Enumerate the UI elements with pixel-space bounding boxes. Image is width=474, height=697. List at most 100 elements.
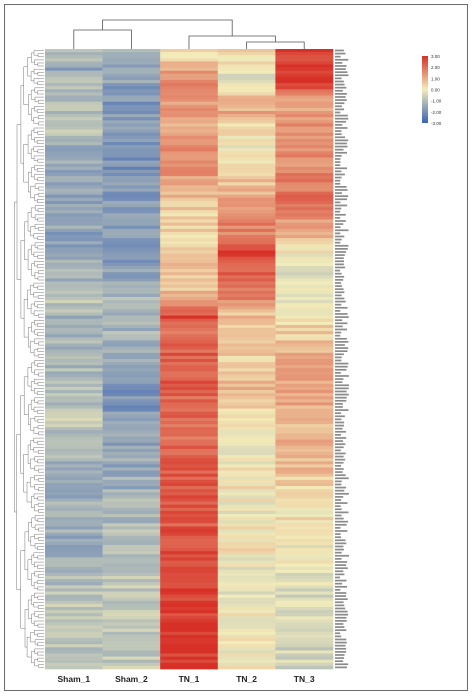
heatmap-cell	[45, 616, 103, 620]
heatmap-cell	[275, 235, 334, 239]
heatmap-cell	[160, 622, 219, 626]
heatmap-cell	[160, 83, 219, 87]
heatmap-cell	[160, 107, 219, 112]
heatmap-cell	[160, 610, 219, 614]
heatmap-cell	[160, 256, 219, 261]
heatmap-cell	[217, 166, 276, 171]
heatmap-cell	[45, 551, 103, 555]
heatmap-cell	[102, 352, 161, 357]
heatmap-cell	[217, 644, 276, 648]
heatmap-cell	[45, 148, 103, 152]
heatmap-cell	[45, 262, 103, 267]
heatmap-cell	[45, 597, 103, 602]
heatmap-cell	[102, 244, 161, 248]
heatmap-cell	[102, 346, 161, 351]
heatmap-cell	[45, 287, 103, 292]
row-label	[335, 251, 347, 253]
heatmap-cell	[102, 458, 161, 462]
row-label	[335, 372, 341, 374]
heatmap-cell	[217, 269, 276, 273]
heatmap-cell	[160, 588, 219, 592]
heatmap-cell	[102, 498, 161, 502]
row-label	[335, 502, 348, 504]
heatmap-cell	[160, 486, 219, 490]
heatmap-cell	[160, 70, 219, 75]
heatmap-cell	[45, 275, 103, 279]
row-label	[335, 455, 344, 458]
heatmap-cell	[217, 532, 276, 537]
heatmap-cell	[45, 514, 103, 518]
heatmap-cell	[102, 393, 161, 397]
heatmap-cell	[102, 303, 161, 307]
heatmap-cell	[217, 309, 276, 313]
heatmap-cell	[45, 278, 103, 282]
heatmap-cell	[102, 554, 161, 558]
heatmap-cell	[45, 340, 103, 344]
row-label	[335, 523, 347, 526]
heatmap-cell	[45, 123, 103, 127]
row-label	[335, 337, 347, 340]
heatmap-cell	[275, 290, 334, 295]
row-label	[335, 449, 341, 452]
heatmap-cell	[217, 470, 276, 475]
heatmap-cell	[102, 665, 161, 670]
heatmap-cell	[45, 185, 103, 189]
heatmap-cell	[102, 545, 161, 549]
heatmap-cell	[217, 138, 276, 143]
heatmap-cell	[217, 126, 276, 130]
row-label	[335, 244, 349, 247]
heatmap-cell	[160, 98, 219, 103]
heatmap-cell	[102, 582, 161, 586]
heatmap-cell	[275, 228, 334, 233]
row-label	[335, 347, 349, 349]
heatmap-cell	[102, 253, 161, 258]
heatmap-cell	[102, 114, 161, 118]
row-label	[335, 356, 342, 359]
heatmap-cell	[160, 489, 219, 493]
heatmap-cell	[45, 414, 103, 419]
heatmap-cell	[275, 541, 334, 546]
heatmap-cell	[217, 256, 276, 261]
heatmap-cell	[160, 452, 219, 456]
row-label	[335, 71, 348, 74]
heatmap-cell	[102, 145, 161, 149]
heatmap-cell	[102, 461, 161, 465]
heatmap-cell	[217, 331, 276, 335]
heatmap-cell	[102, 129, 161, 134]
heatmap-cell	[102, 235, 161, 239]
heatmap-cell	[275, 169, 334, 174]
heatmap-cell	[160, 476, 219, 481]
heatmap-cell	[102, 399, 161, 403]
row-label	[335, 226, 341, 229]
heatmap-cell	[217, 514, 276, 518]
heatmap-cell	[102, 622, 161, 626]
row-label	[335, 585, 347, 588]
heatmap-cell	[102, 219, 161, 223]
heatmap-cell	[217, 213, 276, 217]
heatmap-cell	[102, 529, 161, 533]
heatmap-cell	[160, 554, 219, 558]
heatmap-cell	[160, 594, 219, 599]
row-label	[335, 517, 344, 520]
heatmap-cell	[160, 95, 219, 99]
heatmap-cell	[275, 284, 334, 289]
heatmap-cell	[160, 104, 219, 109]
heatmap-cell	[217, 486, 276, 490]
heatmap-cell	[160, 458, 219, 462]
heatmap-cell	[217, 238, 276, 242]
heatmap-cell	[160, 591, 219, 595]
row-label	[335, 127, 348, 129]
row-label	[335, 446, 344, 449]
heatmap-cell	[102, 247, 161, 251]
heatmap-cell	[102, 228, 161, 233]
column-labels: Sham_1 Sham_2 TN_1 TN_2 TN_3	[57, 674, 314, 684]
heatmap-cell	[275, 641, 334, 645]
heatmap-cell	[217, 191, 276, 196]
heatmap-cell	[217, 194, 276, 199]
heatmap-cell	[160, 114, 219, 118]
heatmap-cell	[217, 228, 276, 233]
heatmap-cell	[45, 247, 103, 251]
heatmap-cell	[160, 235, 219, 239]
heatmap-cell	[275, 104, 334, 109]
heatmap-cell	[102, 169, 161, 174]
